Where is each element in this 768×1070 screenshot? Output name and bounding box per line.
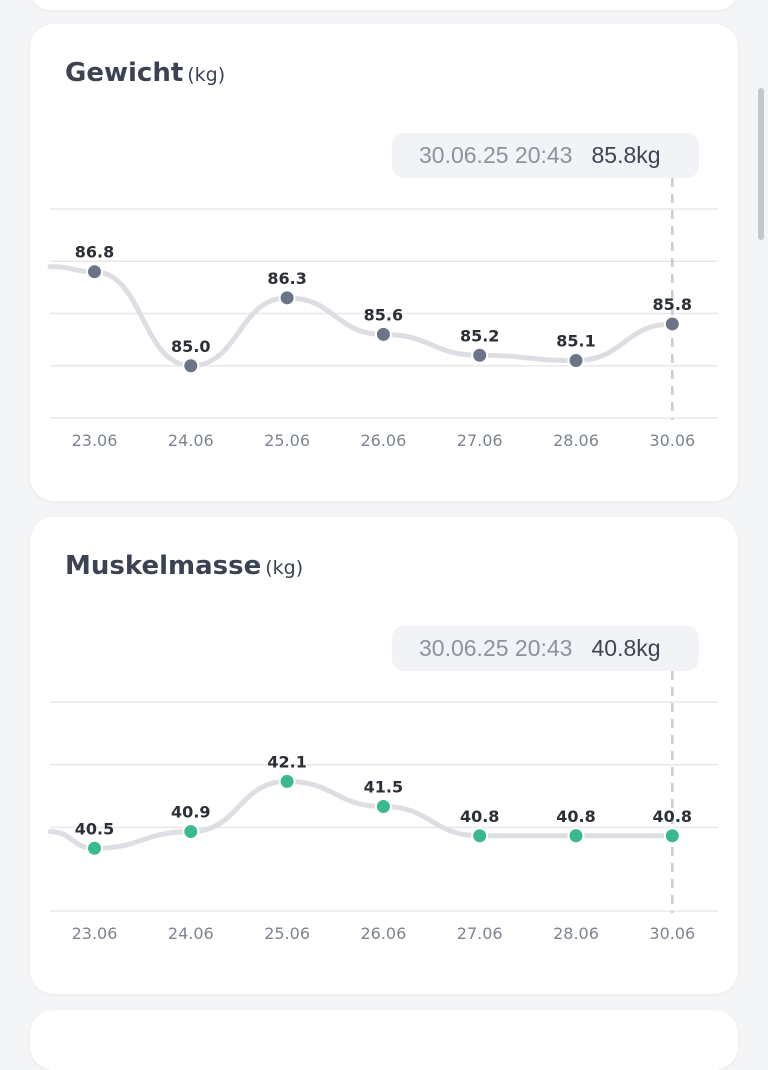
chart-title: Muskelmasse (kg) <box>65 551 304 581</box>
muscle-tooltip: 30.06.25 20:43 40.8kg <box>392 626 699 671</box>
x-tick-label: 26.06 <box>360 431 406 450</box>
x-tick-label: 23.06 <box>72 924 118 943</box>
data-point <box>567 352 585 370</box>
weight-chart: 86.8 85.0 86.3 85.6 85.2 85.1 85.8 23.06 24.06 25… <box>47 178 718 450</box>
data-point <box>663 315 681 333</box>
data-point <box>182 357 200 375</box>
x-tick-label: 25.06 <box>264 431 310 450</box>
data-label: 40.9 <box>171 803 210 822</box>
tooltip-value: 85.8kg <box>591 142 661 168</box>
data-point <box>471 346 489 364</box>
x-tick-label: 30.06 <box>649 924 695 943</box>
data-point <box>374 325 392 343</box>
x-tick-label: 26.06 <box>360 924 406 943</box>
data-label: 40.8 <box>653 807 692 826</box>
data-point <box>86 839 103 857</box>
data-label: 85.0 <box>171 337 210 356</box>
data-point <box>182 823 200 841</box>
muscle-chart-card: Muskelmasse (kg) 40.5 40.9 42.1 41.5 40.8 40.8… <box>30 517 738 994</box>
data-label: 85.2 <box>460 326 499 345</box>
weight-chart-card: Gewicht (kg) 86.8 85.0 86.3 85.6 85.2 85.1 85.8… <box>30 24 738 501</box>
chart-unit: (kg) <box>265 557 304 579</box>
x-tick-label: 28.06 <box>553 924 599 943</box>
x-tick-label: 24.06 <box>168 431 214 450</box>
data-label: 85.1 <box>556 332 595 351</box>
x-tick-label: 27.06 <box>457 431 503 450</box>
tooltip-value: 40.8kg <box>591 635 661 661</box>
x-tick-label: 28.06 <box>553 431 599 450</box>
x-tick-label: 24.06 <box>168 924 214 943</box>
data-point <box>278 772 296 790</box>
data-label: 41.5 <box>364 778 403 797</box>
data-label: 86.8 <box>75 243 114 262</box>
chart-unit: (kg) <box>187 64 226 86</box>
x-tick-label: 30.06 <box>649 431 695 450</box>
tooltip-date: 30.06.25 20:43 <box>419 635 573 661</box>
data-label: 40.8 <box>556 807 595 826</box>
chart-title: Gewicht (kg) <box>65 58 226 88</box>
data-point <box>567 827 585 845</box>
series-line <box>47 778 675 851</box>
data-point <box>471 827 489 845</box>
data-point <box>374 798 392 815</box>
x-tick-label: 23.06 <box>72 431 118 450</box>
data-label: 40.8 <box>460 807 499 826</box>
tooltip-date: 30.06.25 20:43 <box>419 142 573 168</box>
scrollbar[interactable] <box>758 88 764 240</box>
x-tick-label: 27.06 <box>457 924 503 943</box>
data-point <box>663 827 681 845</box>
x-tick-label: 25.06 <box>264 924 310 943</box>
data-label: 86.3 <box>267 269 306 288</box>
next-card <box>30 1010 738 1070</box>
previous-card <box>30 0 738 10</box>
data-label: 85.6 <box>364 305 403 324</box>
data-label: 40.5 <box>75 819 114 838</box>
weight-tooltip: 30.06.25 20:43 85.8kg <box>392 133 699 178</box>
series-line <box>47 263 675 369</box>
data-point <box>278 289 296 307</box>
data-label: 42.1 <box>267 752 306 771</box>
data-point <box>86 263 103 281</box>
data-label: 85.8 <box>653 295 692 314</box>
muscle-chart: 40.5 40.9 42.1 41.5 40.8 40.8 40.8 23.06 24.06 25… <box>47 671 718 943</box>
